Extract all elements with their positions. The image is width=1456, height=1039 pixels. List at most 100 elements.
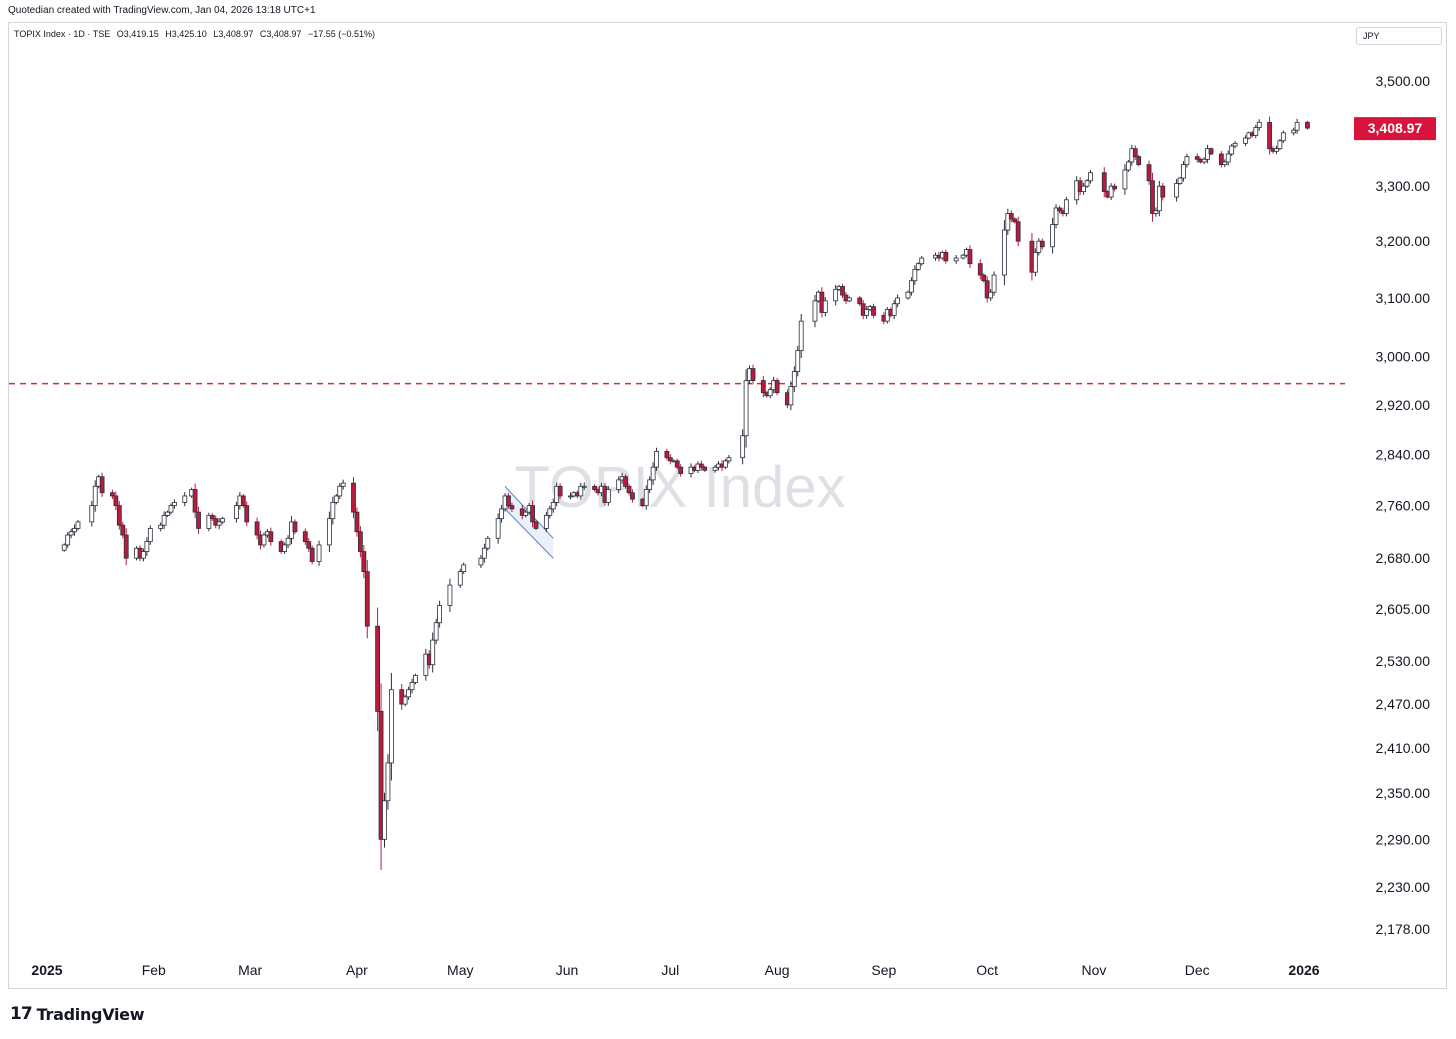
candle-body — [698, 463, 704, 468]
candle-body — [406, 689, 412, 698]
candle-body — [1084, 180, 1090, 187]
candle-body — [1194, 156, 1200, 160]
candle — [650, 462, 656, 485]
y-tick-label: 3,300.00 — [1376, 178, 1431, 194]
candle-body — [795, 350, 801, 372]
candle-body — [1063, 199, 1069, 214]
candle-body — [144, 541, 150, 552]
candle — [282, 542, 288, 554]
candle — [864, 306, 870, 319]
candle-body — [1160, 185, 1166, 198]
candle — [891, 299, 897, 320]
candle-body — [495, 518, 501, 539]
candle — [110, 489, 115, 500]
candle-body — [592, 485, 597, 490]
candle-body — [1277, 140, 1283, 150]
candle-body — [1012, 218, 1018, 223]
candle — [1156, 180, 1162, 217]
candle-body — [1305, 121, 1310, 129]
candle — [791, 366, 797, 392]
candle — [254, 517, 260, 540]
candle-body — [457, 571, 463, 586]
candle-body — [1229, 145, 1235, 155]
candle — [1039, 238, 1045, 250]
candle-body — [61, 544, 67, 551]
candle — [1108, 183, 1114, 201]
legend-high: H3,425.10 — [165, 29, 207, 39]
candle — [168, 503, 174, 515]
y-tick-label: 2,760.00 — [1376, 498, 1431, 514]
candle-body — [409, 682, 415, 691]
candle — [822, 297, 828, 317]
candle — [568, 492, 573, 500]
candle — [285, 535, 291, 549]
tradingview-logo[interactable]: 17 TradingView — [10, 1004, 145, 1024]
x-tick-label: Jul — [661, 962, 679, 978]
candle-body — [65, 534, 71, 546]
candle — [123, 528, 129, 566]
candles — [61, 116, 1310, 870]
candle-body — [89, 505, 95, 523]
candle-body — [92, 485, 98, 507]
candle — [375, 607, 381, 732]
candle-body — [161, 514, 167, 526]
candle — [1280, 130, 1286, 144]
candle — [306, 538, 312, 552]
candle-body — [461, 564, 467, 573]
y-tick-label: 2,350.00 — [1376, 785, 1431, 801]
candle-body — [433, 622, 439, 641]
candle — [1050, 217, 1055, 254]
candle-body — [1201, 158, 1207, 163]
candle-body — [357, 531, 363, 552]
candle-body — [550, 501, 556, 510]
x-tick-label: Jun — [556, 962, 579, 978]
candle-body — [630, 492, 635, 500]
candle-body — [147, 528, 153, 543]
legend-symbol[interactable]: TOPIX Index · 1D · TSE — [14, 29, 111, 39]
candle-body — [557, 485, 563, 497]
candle — [953, 254, 959, 264]
candle — [506, 493, 511, 509]
candle-body — [674, 460, 680, 468]
candle-body — [1001, 229, 1007, 276]
candle — [723, 458, 728, 470]
candle — [798, 314, 804, 358]
candle-body — [774, 380, 780, 394]
candle-body — [326, 518, 332, 546]
candle — [61, 543, 67, 552]
candle-body — [165, 511, 170, 516]
candle-body — [382, 800, 387, 840]
candle-body — [413, 674, 418, 683]
candle — [919, 256, 925, 266]
x-tick-label: Oct — [976, 962, 998, 978]
candle-body — [743, 380, 749, 437]
candle-body — [953, 257, 959, 262]
candle-body — [158, 524, 164, 529]
candle-body — [750, 368, 756, 381]
candle — [220, 516, 226, 524]
candle — [234, 501, 239, 523]
candle-body — [1146, 164, 1152, 182]
candle — [1101, 167, 1107, 198]
candle — [664, 448, 670, 461]
candle — [1153, 207, 1159, 217]
candle — [385, 754, 391, 810]
candle-body — [523, 511, 529, 516]
tradingview-logo-icon: 17 — [10, 1004, 33, 1024]
candle — [788, 381, 794, 411]
candle-body — [506, 495, 511, 507]
candle-body — [123, 534, 129, 559]
candle-body — [209, 514, 215, 520]
candle-body — [509, 505, 515, 510]
candle — [309, 545, 315, 565]
candle — [1122, 164, 1128, 195]
candle-body — [182, 495, 188, 503]
currency-selector[interactable]: JPY — [1356, 27, 1442, 45]
y-axis: 3,500.00 3,300.00 3,200.00 3,100.00 3,000.00… — [1376, 73, 1431, 937]
candle — [1294, 118, 1300, 134]
candle-body — [1177, 177, 1183, 184]
candle — [1053, 204, 1059, 229]
y-tick-label: 2,920.00 — [1376, 397, 1431, 413]
y-tick-label: 2,178.00 — [1376, 921, 1431, 937]
